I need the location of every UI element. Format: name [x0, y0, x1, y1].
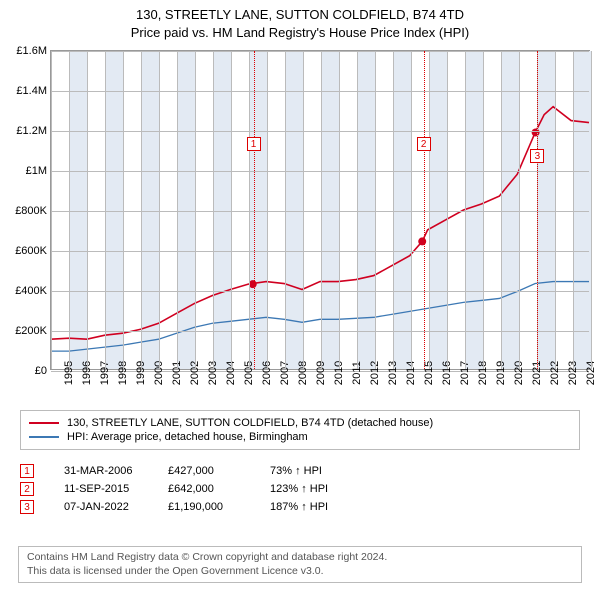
- event-marker: 1: [247, 137, 261, 151]
- legend-item: 130, STREETLY LANE, SUTTON COLDFIELD, B7…: [29, 417, 571, 429]
- y-axis-label: £1.4M: [16, 85, 47, 97]
- y-axis-label: £600K: [15, 245, 47, 257]
- sale-date: 11-SEP-2015: [46, 483, 156, 495]
- x-axis-label: 2025: [591, 361, 600, 385]
- price-paid-line: [51, 107, 589, 340]
- sale-marker-box: 1: [20, 464, 34, 478]
- sale-marker-box: 3: [20, 500, 34, 514]
- y-axis-label: £1.6M: [16, 45, 47, 57]
- event-marker: 2: [417, 137, 431, 151]
- sale-price: £1,190,000: [168, 501, 258, 513]
- y-axis-label: £0: [35, 365, 47, 377]
- table-row: 1 31-MAR-2006 £427,000 73% ↑ HPI: [20, 464, 580, 478]
- sale-pct: 187% ↑ HPI: [270, 501, 420, 513]
- table-row: 2 11-SEP-2015 £642,000 123% ↑ HPI: [20, 482, 580, 496]
- chart-legend: 130, STREETLY LANE, SUTTON COLDFIELD, B7…: [20, 410, 580, 450]
- sale-price: £642,000: [168, 483, 258, 495]
- chart-title: 130, STREETLY LANE, SUTTON COLDFIELD, B7…: [8, 6, 592, 24]
- chart-footer: Contains HM Land Registry data © Crown c…: [18, 546, 582, 583]
- legend-item: HPI: Average price, detached house, Birm…: [29, 431, 571, 443]
- legend-label: 130, STREETLY LANE, SUTTON COLDFIELD, B7…: [67, 417, 433, 429]
- y-axis-label: £800K: [15, 205, 47, 217]
- table-row: 3 07-JAN-2022 £1,190,000 187% ↑ HPI: [20, 500, 580, 514]
- y-axis-label: £400K: [15, 285, 47, 297]
- chart-subtitle: Price paid vs. HM Land Registry's House …: [8, 24, 592, 42]
- event-dot: [532, 129, 540, 137]
- sale-pct: 123% ↑ HPI: [270, 483, 420, 495]
- y-axis-label: £1.2M: [16, 125, 47, 137]
- footer-line: Contains HM Land Registry data © Crown c…: [27, 551, 573, 565]
- legend-label: HPI: Average price, detached house, Birm…: [67, 431, 308, 443]
- chart-plot-area: £0£200K£400K£600K£800K£1M£1.2M£1.4M£1.6M…: [50, 50, 590, 370]
- chart-title-block: 130, STREETLY LANE, SUTTON COLDFIELD, B7…: [0, 0, 600, 43]
- sale-marker-box: 2: [20, 482, 34, 496]
- sale-date: 07-JAN-2022: [46, 501, 156, 513]
- sales-table: 1 31-MAR-2006 £427,000 73% ↑ HPI 2 11-SE…: [20, 460, 580, 518]
- sale-pct: 73% ↑ HPI: [270, 465, 420, 477]
- y-axis-label: £200K: [15, 325, 47, 337]
- legend-swatch: [29, 422, 59, 424]
- footer-line: This data is licensed under the Open Gov…: [27, 565, 573, 579]
- sale-price: £427,000: [168, 465, 258, 477]
- legend-swatch: [29, 436, 59, 438]
- event-marker: 3: [530, 149, 544, 163]
- chart-svg: [51, 51, 589, 369]
- event-dot: [418, 237, 426, 245]
- sale-date: 31-MAR-2006: [46, 465, 156, 477]
- y-axis-label: £1M: [26, 165, 47, 177]
